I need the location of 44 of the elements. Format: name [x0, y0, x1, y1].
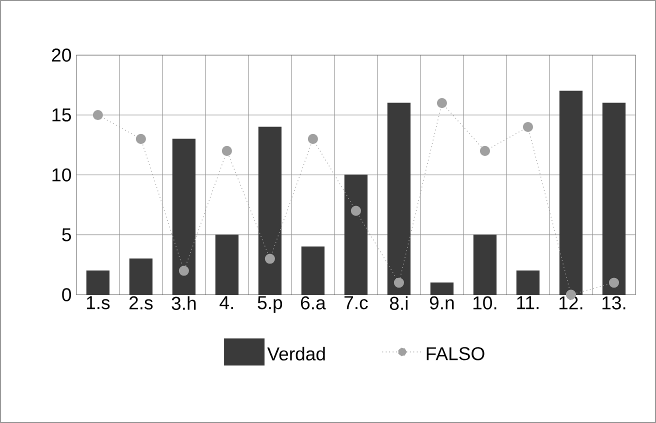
x-tick-label: 4. [220, 296, 233, 310]
point [308, 134, 318, 144]
point [264, 254, 275, 264]
point [178, 266, 189, 276]
bar [86, 270, 110, 295]
point [522, 122, 534, 132]
point [92, 110, 103, 120]
point [136, 134, 146, 144]
bar [172, 138, 196, 295]
bar [602, 102, 626, 295]
x-tick-label: 7.c [344, 296, 368, 310]
bar [129, 258, 153, 295]
x-tick-label: 6.a [300, 296, 326, 310]
point [480, 146, 490, 156]
x-tick-label: 3.h [172, 296, 196, 310]
bar [387, 102, 411, 295]
bar [258, 126, 282, 295]
point [608, 278, 620, 288]
bar [559, 90, 583, 295]
point [394, 278, 404, 288]
legend-label: Verdad [267, 346, 325, 361]
bar [473, 234, 497, 295]
bar [344, 174, 368, 295]
bar [516, 270, 540, 295]
y-tick-label: 10 [52, 168, 72, 182]
y-tick-label: 20 [52, 48, 72, 62]
bar [301, 246, 325, 295]
x-tick-label: 5.p [258, 296, 282, 313]
x-tick-label: 8.i [390, 296, 408, 310]
x-tick-label: 11. [517, 296, 539, 310]
x-tick-label: 10. [473, 296, 496, 310]
x-tick-label: 1.s [86, 296, 110, 310]
point [222, 146, 232, 156]
y-tick-label: 15 [52, 108, 71, 122]
x-tick-label: 2.s [129, 296, 153, 310]
point [350, 206, 361, 216]
x-tick-label: 13. [602, 296, 626, 310]
x-tick-label: 9.n [430, 296, 454, 310]
y-tick-label: 0 [62, 288, 72, 302]
y-tick-label: 5 [62, 228, 71, 242]
point [436, 98, 448, 108]
bar [215, 234, 239, 295]
bar [430, 282, 454, 295]
legend-label: FALSO [426, 347, 484, 360]
